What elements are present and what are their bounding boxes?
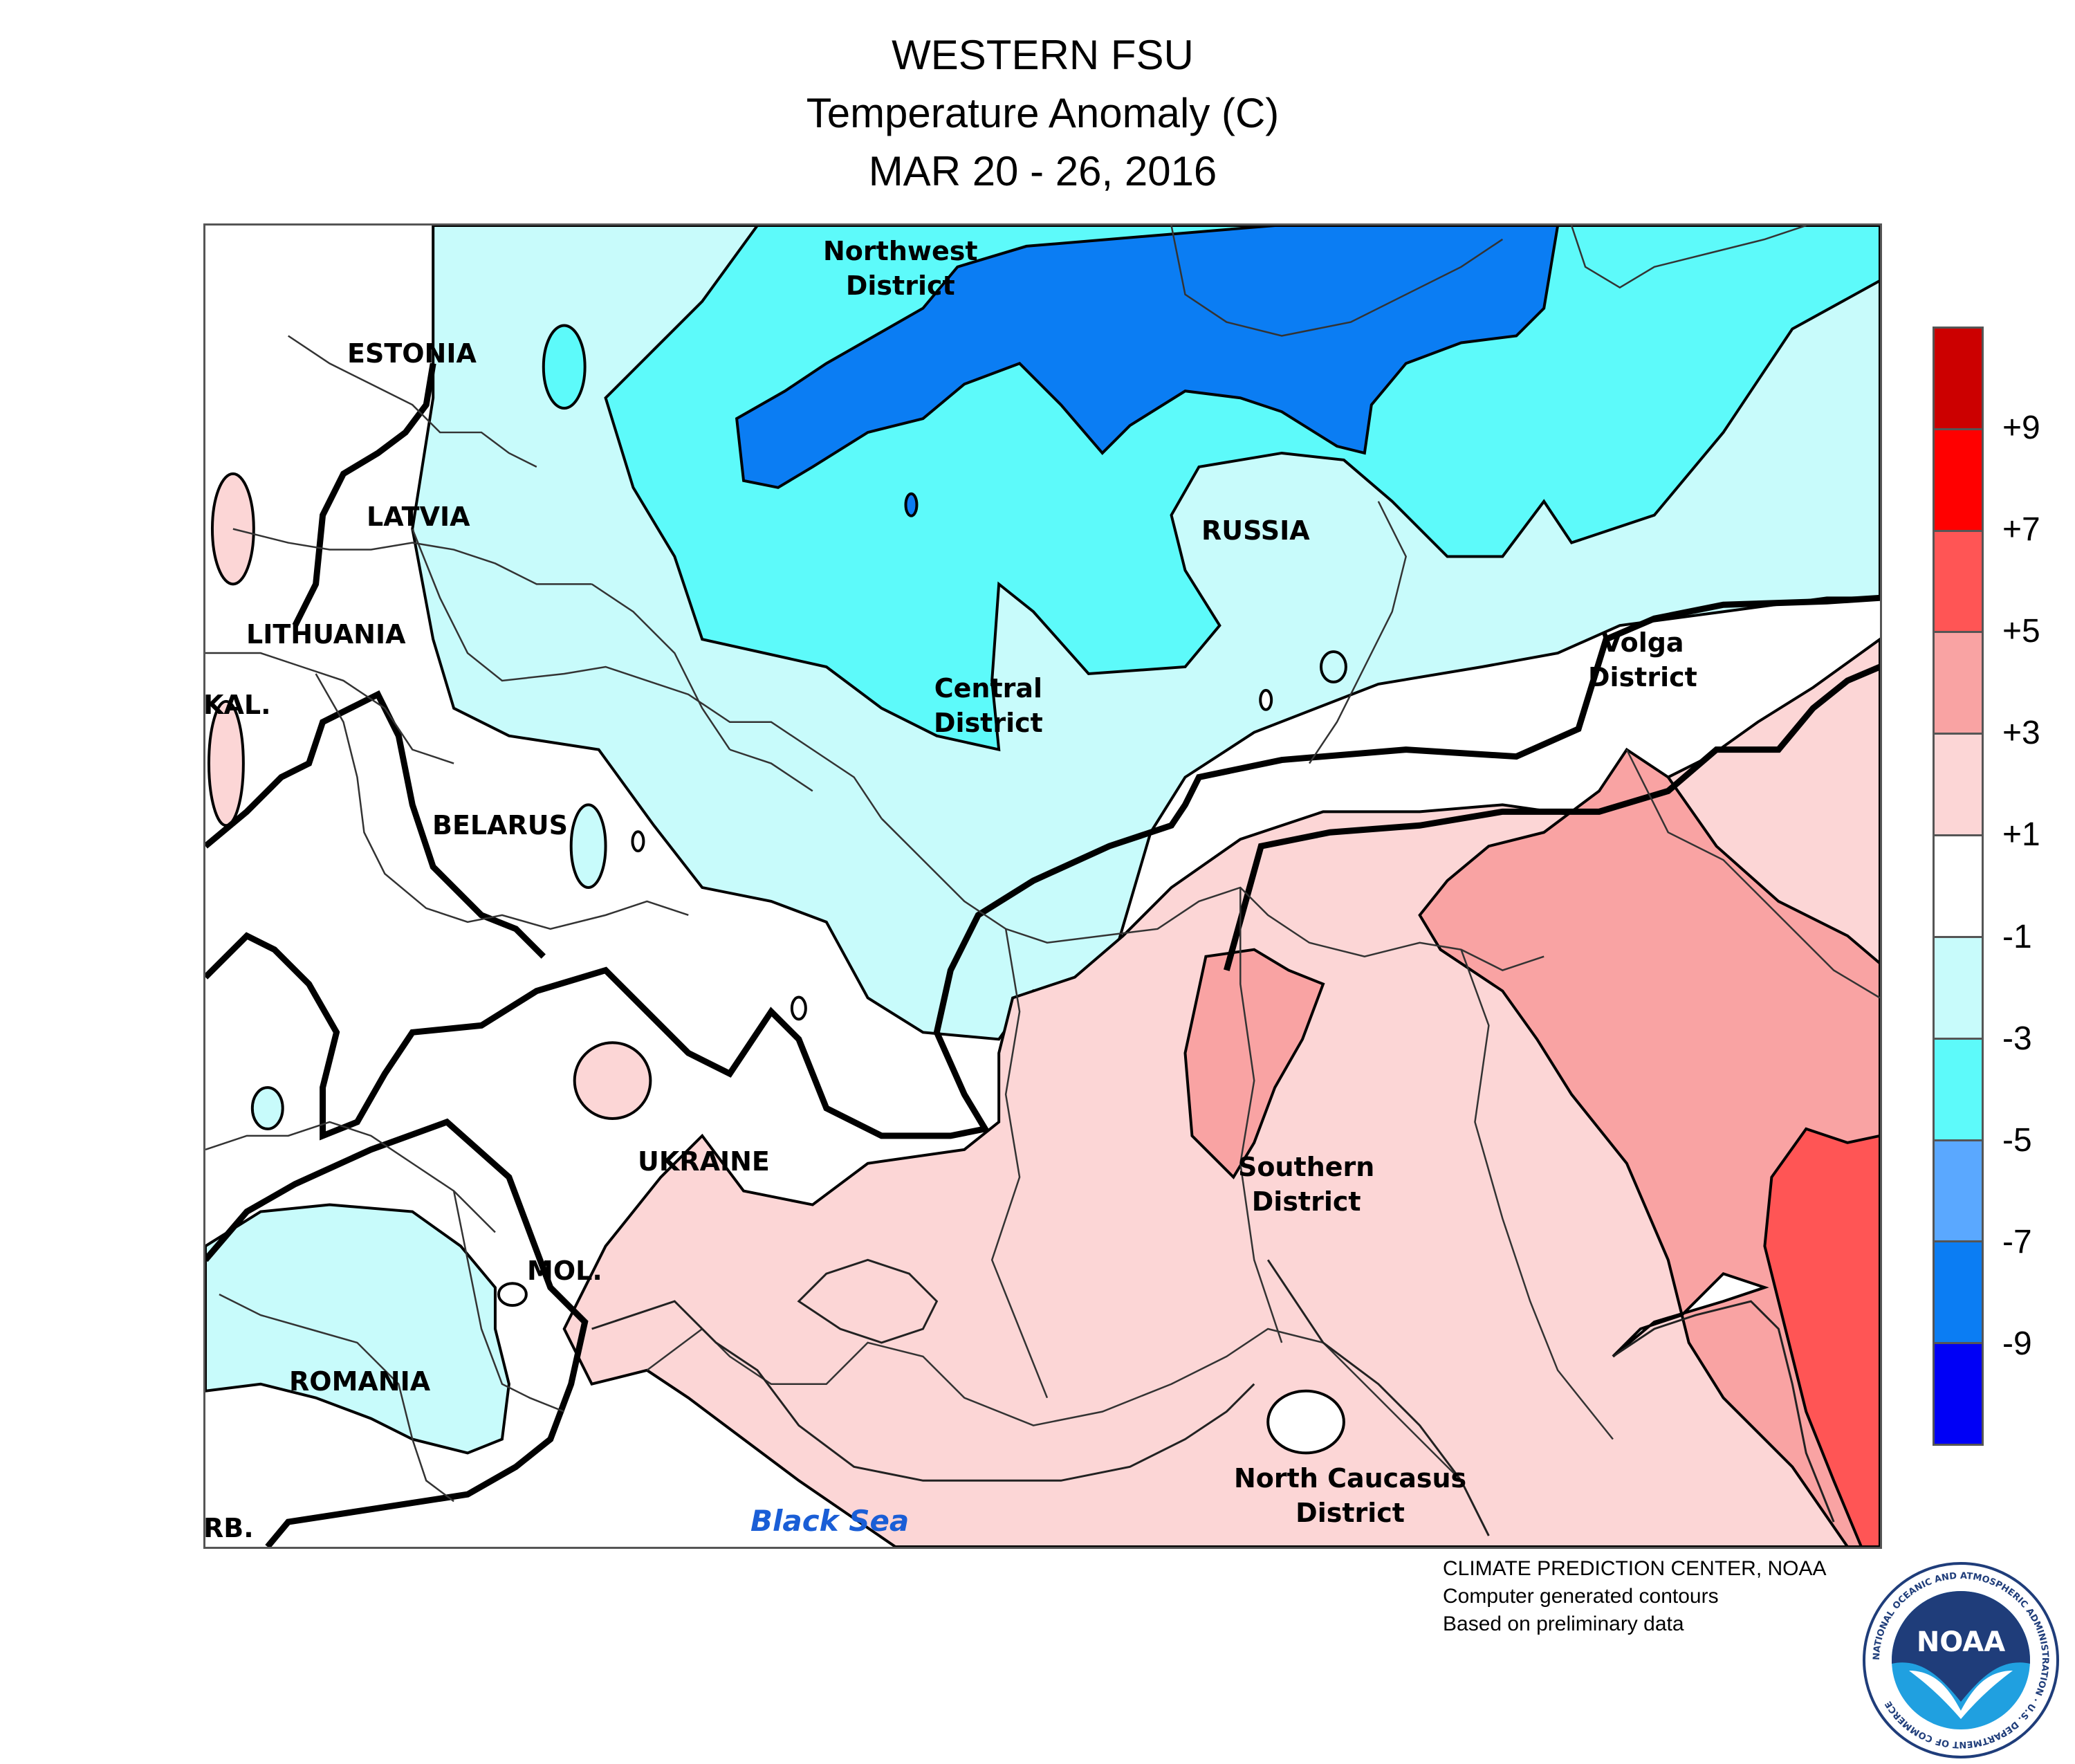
zero-contour-5 (1224, 663, 1880, 971)
contour-white-crimea (1612, 1271, 1769, 1358)
label-southern-line2: District (1251, 1186, 1361, 1217)
label-russia: RUSSIA (1201, 515, 1310, 546)
legend-swatch (1935, 329, 1982, 430)
country-borders (205, 226, 1880, 1503)
legend-tick-label: -9 (2002, 1325, 2032, 1362)
contour-dot-3 (631, 830, 645, 853)
credits: CLIMATE PREDICTION CENTER, NOAA Computer… (1443, 1555, 1827, 1638)
contour-dot-5 (497, 1282, 528, 1307)
label-caucasus-line1: North Caucasus (1234, 1463, 1467, 1494)
label-moldova: MOL. (527, 1256, 602, 1286)
legend-tick-label: -1 (2002, 918, 2032, 955)
label-black-sea: Black Sea (750, 1504, 910, 1538)
label-southern-district: Southern District (1238, 1150, 1374, 1219)
legend-tick-label: +1 (2002, 816, 2040, 854)
zero-contour-2 (292, 362, 436, 627)
credits-line2: Computer generated contours (1443, 1585, 1719, 1608)
zero-contour-4 (205, 1118, 589, 1547)
contour-island-white (1266, 1389, 1345, 1455)
label-central-district: Central District (934, 671, 1043, 740)
title-block: WESTERN FSU Temperature Anomaly (C) MAR … (0, 26, 2075, 201)
credits-line1: CLIMATE PREDICTION CENTER, NOAA (1443, 1557, 1827, 1580)
label-central-line2: District (934, 708, 1043, 738)
contour-island-1 (569, 803, 607, 889)
label-latvia: LATVIA (367, 502, 470, 532)
contour-fill-minus1-romania (205, 1203, 510, 1455)
legend-swatch (1935, 1141, 1982, 1243)
contour-dot-2 (1259, 688, 1273, 711)
legend-tick-label: +3 (2002, 715, 2040, 752)
label-estonia: ESTONIA (347, 338, 477, 369)
noaa-logo-icon: NOAA NATIONAL OCEANIC AND ATMOSPHERIC AD… (1863, 1562, 2059, 1758)
legend-tick-label: -5 (2002, 1121, 2032, 1159)
noaa-logo-text: NOAA (1917, 1626, 2005, 1658)
label-northwest-line2: District (845, 270, 955, 301)
label-kal: KAL. (203, 690, 271, 720)
label-north-caucasus-district: North Caucasus District (1234, 1461, 1466, 1530)
legend-swatch (1935, 531, 1982, 634)
legend-tick-label: +9 (2002, 410, 2040, 447)
legend-tick-label: +7 (2002, 511, 2040, 549)
contour-island-3 (250, 1086, 284, 1130)
label-northwest-district: Northwest District (823, 234, 978, 303)
zero-contour-3 (205, 690, 546, 959)
zero-contour-1 (205, 594, 1880, 1141)
legend-swatch (1935, 1242, 1982, 1345)
label-central-line1: Central (934, 673, 1043, 704)
label-northwest-line1: Northwest (823, 236, 978, 266)
title-variable: Temperature Anomaly (C) (806, 90, 1280, 136)
legend-swatch (1935, 1039, 1982, 1141)
contour-island-4 (542, 324, 587, 410)
legend-tick-label: -7 (2002, 1223, 2032, 1260)
label-caucasus-line2: District (1295, 1498, 1405, 1528)
coastlines (591, 1258, 1835, 1536)
legend-swatch (1935, 1344, 1982, 1444)
legend-swatch (1935, 633, 1982, 735)
credits-line3: Based on preliminary data (1443, 1613, 1684, 1635)
legend-swatch (1935, 430, 1982, 532)
contour-island-2 (1320, 650, 1347, 683)
contour-fill-plus3-south (1183, 948, 1325, 1179)
contour-dot-1 (904, 492, 919, 517)
label-serbia: RB. (203, 1513, 254, 1543)
label-belarus: BELARUS (432, 810, 569, 840)
contour-fill-plus5 (1763, 1127, 1880, 1547)
title-region: WESTERN FSU (892, 32, 1194, 78)
legend-swatch (1935, 735, 1982, 837)
anomaly-map (203, 223, 1882, 1549)
label-ukraine: UKRAINE (638, 1146, 770, 1177)
legend-swatch (1935, 937, 1982, 1040)
label-southern-line1: Southern (1238, 1152, 1375, 1182)
label-volga-line1: Volga (1601, 627, 1684, 658)
legend-tick-label: +5 (2002, 613, 2040, 650)
color-legend (1933, 327, 1984, 1446)
legend-swatch (1935, 836, 1982, 938)
title-date: MAR 20 - 26, 2016 (868, 148, 1217, 194)
label-volga-line2: District (1588, 662, 1697, 692)
contour-island-pink-3 (573, 1041, 652, 1120)
label-volga-district: Volga District (1588, 625, 1697, 695)
legend-tick-label: -3 (2002, 1020, 2032, 1057)
contour-dot-4 (790, 995, 807, 1021)
contour-fill-minus7 (735, 226, 1560, 489)
label-lithuania: LITHUANIA (246, 619, 406, 650)
label-romania: ROMANIA (289, 1366, 431, 1397)
contour-fill-plus3 (1418, 747, 1880, 1547)
